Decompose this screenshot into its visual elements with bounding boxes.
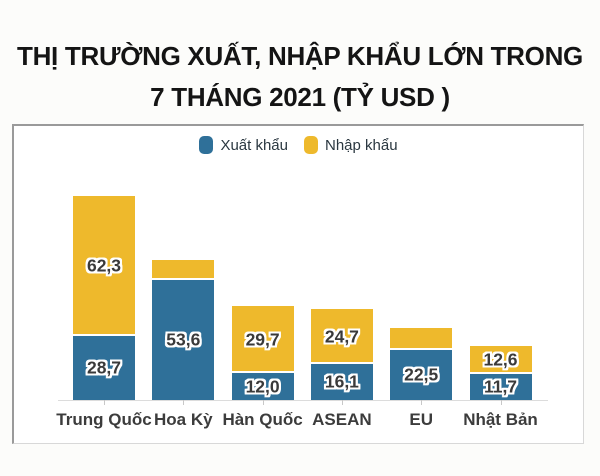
bar-segment-import <box>310 309 373 364</box>
axis-tick <box>421 400 423 405</box>
chart-title-line-1: THỊ TRƯỜNG XUẤT, NHẬP KHẨU LỚN TRONG <box>17 41 583 71</box>
bar-segment-import <box>73 196 135 336</box>
category-label: EU <box>409 410 433 429</box>
bar-segment-import <box>152 260 215 280</box>
import-swatch-icon <box>304 136 318 154</box>
value-label-export: 12,0 <box>245 376 280 396</box>
value-label-import: 29,7 <box>245 329 280 349</box>
category-label: Hoa Kỳ <box>154 410 213 429</box>
value-label-import: 12,6 <box>483 349 518 370</box>
value-label-import: 62,3 <box>86 255 122 276</box>
value-label-export: 16,1 <box>324 371 359 392</box>
category-label: Nhật Bản <box>463 410 538 429</box>
bar-segment-import <box>469 346 532 374</box>
bar-segment-export <box>390 350 453 400</box>
legend-label-import: Nhập khẩu <box>325 136 398 154</box>
chart-panel: Xuất khẩu Nhập khẩu 28,7 62,3 Trung Quốc 53… <box>12 124 584 444</box>
legend-label-export: Xuất khẩu <box>220 136 288 154</box>
plot-area: 28,7 62,3 Trung Quốc 53,6 Hoa Kỳ 12,0 29,7 Hàn … <box>14 126 583 443</box>
value-label-import: 24,7 <box>324 326 359 346</box>
value-label-export: 28,7 <box>86 357 122 378</box>
chart-title: THỊ TRƯỜNG XUẤT, NHẬP KHẨU LỚN TRONG 7 T… <box>0 36 600 118</box>
axis-tick <box>183 400 185 405</box>
axis-tick <box>500 400 502 405</box>
legend-item-import: Nhập khẩu <box>304 136 398 154</box>
bar-segment-export <box>469 374 532 400</box>
category-label: Trung Quốc <box>56 410 152 429</box>
value-label-export: 53,6 <box>166 329 201 350</box>
chart-title-line-2: 7 THÁNG 2021 (TỶ USD ) <box>150 82 450 112</box>
bar-segment-export <box>231 373 294 400</box>
bar-segment-import <box>390 328 453 350</box>
bar-segment-export <box>152 280 215 400</box>
axis-tick <box>262 400 264 405</box>
legend-item-export: Xuất khẩu <box>199 136 288 154</box>
x-axis-line <box>58 400 548 401</box>
value-label-export: 11,7 <box>483 376 518 397</box>
legend: Xuất khẩu Nhập khẩu <box>14 136 583 154</box>
axis-tick <box>341 400 343 405</box>
bar-segment-export <box>73 336 135 400</box>
category-label: Hàn Quốc <box>222 410 303 429</box>
value-label-export: 22,5 <box>404 364 439 385</box>
bar-segment-import <box>231 306 294 373</box>
category-label: ASEAN <box>312 410 372 429</box>
axis-tick <box>104 400 105 405</box>
bar-segment-export <box>310 364 373 400</box>
export-swatch-icon <box>199 136 214 154</box>
